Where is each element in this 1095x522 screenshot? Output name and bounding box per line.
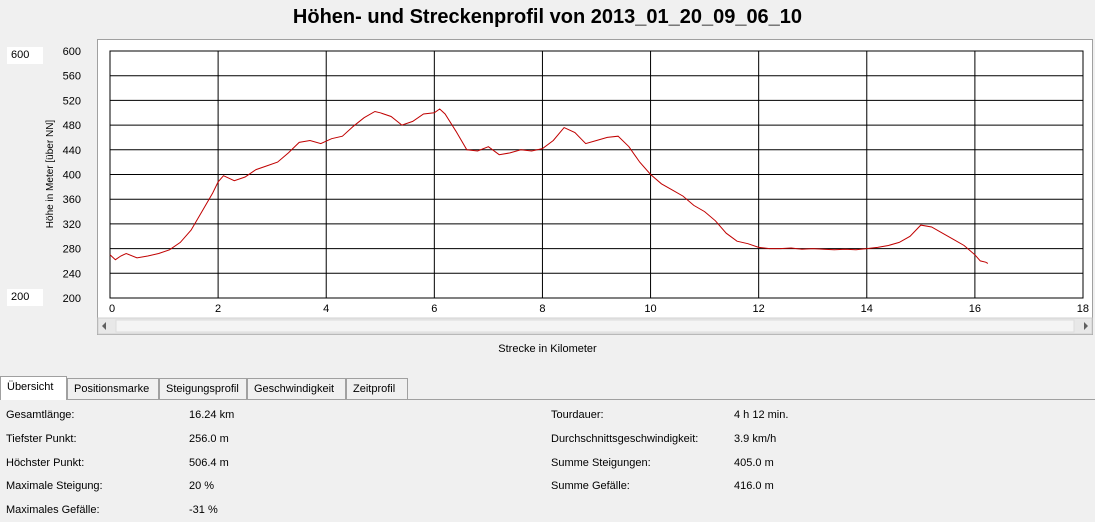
y-axis-label: Höhe in Meter [über NN] xyxy=(45,120,56,229)
x-tick-label: 14 xyxy=(861,303,873,315)
stat-value-summe-gefaelle: 416.0 m xyxy=(734,480,774,492)
stat-value-maximale-steigung: 20 % xyxy=(189,480,215,492)
y-tick-label: 240 xyxy=(63,268,81,280)
elevation-chart: 200 240 280 320 360 400 440 480 520 560 600 0 2 4 6 8 1… xyxy=(45,46,1093,335)
stat-value-gesamtlaenge: 16.24 km xyxy=(189,409,235,421)
tab-uebersicht[interactable]: Übersicht xyxy=(0,376,67,400)
y-tick-labels: 200 240 280 320 360 400 440 480 520 560 600 xyxy=(63,46,81,305)
x-axis-label: Strecke in Kilometer xyxy=(498,343,597,355)
scroll-left-icon[interactable] xyxy=(102,322,106,330)
chart-title: Höhen- und Streckenprofil von 2013_01_20… xyxy=(292,6,803,28)
x-tick-label: 0 xyxy=(109,303,115,315)
stat-value-hoechster-punkt: 506.4 m xyxy=(189,457,229,469)
stat-value-summe-steigungen: 405.0 m xyxy=(734,457,774,469)
stat-label-maximale-steigung: Maximale Steigung: xyxy=(6,480,103,492)
stat-label-summe-gefaelle: Summe Gefälle: xyxy=(551,480,630,492)
chart-grid xyxy=(109,50,1084,299)
stat-value-durchschnittsgeschwindigkeit: 3.9 km/h xyxy=(734,433,777,445)
stat-value-tiefster-punkt: 256.0 m xyxy=(189,433,229,445)
x-tick-label: 2 xyxy=(215,303,221,315)
elevation-line xyxy=(109,108,989,264)
horizontal-scrollbar[interactable] xyxy=(97,317,1093,335)
y-tick-label: 440 xyxy=(63,145,81,157)
stat-label-gesamtlaenge: Gesamtlänge: xyxy=(6,409,75,421)
stat-value-maximales-gefaelle: -31 % xyxy=(189,504,218,516)
tab-zeitprofil[interactable]: Zeitprofil xyxy=(346,378,408,399)
stat-label-maximales-gefaelle: Maximales Gefälle: xyxy=(6,504,100,516)
x-tick-label: 16 xyxy=(969,303,981,315)
stat-label-tourdauer: Tourdauer: xyxy=(551,409,604,421)
stat-label-durchschnittsgeschwindigkeit: Durchschnittsgeschwindigkeit: xyxy=(551,433,699,445)
y-tick-label: 600 xyxy=(63,46,81,58)
x-tick-label: 12 xyxy=(753,303,765,315)
y-tick-label: 320 xyxy=(63,219,81,231)
range-min-field[interactable]: 200 xyxy=(7,289,43,306)
stat-value-tourdauer: 4 h 12 min. xyxy=(734,409,789,421)
y-tick-label: 200 xyxy=(63,293,81,305)
stat-label-summe-steigungen: Summe Steigungen: xyxy=(551,457,651,469)
range-max-field[interactable]: 600 xyxy=(7,47,43,64)
y-tick-label: 280 xyxy=(63,244,81,256)
x-tick-label: 4 xyxy=(323,303,329,315)
y-tick-label: 560 xyxy=(63,71,81,83)
x-tick-label: 6 xyxy=(431,303,437,315)
scrollbar-thumb[interactable] xyxy=(115,319,1075,333)
tab-bar: Übersicht Positionsmarke Steigungsprofil… xyxy=(0,376,1095,400)
y-tick-label: 360 xyxy=(63,194,81,206)
x-tick-label: 8 xyxy=(539,303,545,315)
tab-steigungsprofil[interactable]: Steigungsprofil xyxy=(159,378,247,399)
x-tick-label: 18 xyxy=(1077,303,1089,315)
y-tick-label: 520 xyxy=(63,95,81,107)
y-tick-label: 400 xyxy=(63,170,81,182)
y-tick-label: 480 xyxy=(63,120,81,132)
stat-label-tiefster-punkt: Tiefster Punkt: xyxy=(6,433,77,445)
tab-geschwindigkeit[interactable]: Geschwindigkeit xyxy=(247,378,346,399)
scroll-right-icon[interactable] xyxy=(1084,322,1088,330)
x-tick-label: 10 xyxy=(644,303,656,315)
tab-positionsmarke[interactable]: Positionsmarke xyxy=(67,378,159,399)
overview-panel: Gesamtlänge: 16.24 km Tiefster Punkt: 25… xyxy=(0,399,1095,522)
x-tick-labels: 0 2 4 6 8 10 12 14 16 18 xyxy=(109,303,1089,315)
stat-label-hoechster-punkt: Höchster Punkt: xyxy=(6,457,85,469)
